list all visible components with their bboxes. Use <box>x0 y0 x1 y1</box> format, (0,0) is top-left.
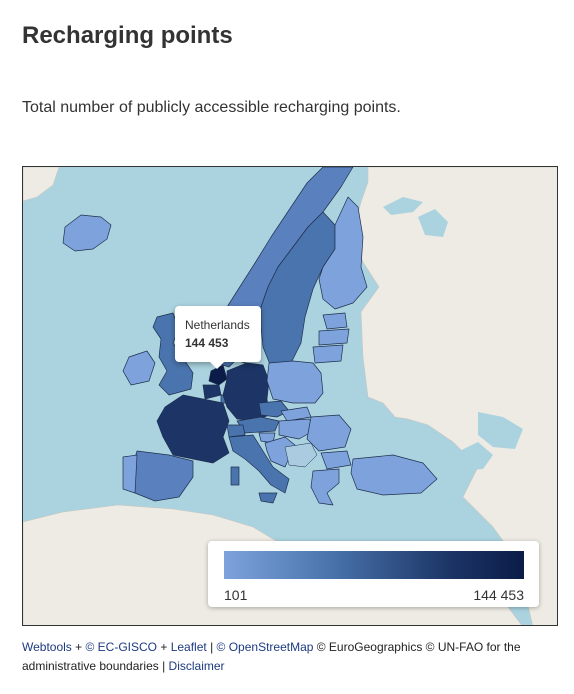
leaflet-link[interactable]: Leaflet <box>170 640 207 654</box>
attribution-separator: | <box>206 640 217 654</box>
balkans-region <box>284 442 318 468</box>
disclaimer-link[interactable]: Disclaimer <box>168 659 225 673</box>
country-ireland <box>122 350 156 386</box>
caspian-sea <box>478 412 523 449</box>
legend-min-label: 101 <box>224 587 248 603</box>
country-latvia <box>318 328 350 346</box>
country-france <box>156 394 230 464</box>
barents-coast <box>383 197 423 215</box>
page-title: Recharging points <box>22 22 233 49</box>
greenland-land <box>23 167 60 202</box>
country-greece <box>310 468 340 506</box>
country-italy <box>228 434 290 494</box>
inland-waters <box>383 197 523 471</box>
tooltip-country: Netherlands <box>185 318 250 332</box>
country-estonia <box>322 312 348 330</box>
balkans-other <box>284 442 318 468</box>
country-bulgaria <box>320 450 352 470</box>
country-italy-sicily <box>258 492 278 504</box>
page-description: Total number of publicly accessible rech… <box>22 99 401 116</box>
country-lithuania <box>312 344 344 364</box>
tooltip-value: 144 453 <box>185 336 229 350</box>
legend-max-label: 144 453 <box>473 587 524 603</box>
legend-color-scale <box>224 551 524 579</box>
map-attribution: Webtools + © EC-GISCO + Leaflet | © Open… <box>22 638 552 676</box>
attribution-text: © EuroGeographics © UN-FAO for the admin… <box>22 640 521 673</box>
country-finland <box>318 196 368 310</box>
webtools-link[interactable]: Webtools <box>22 640 72 654</box>
country-turkey <box>350 454 438 496</box>
tooltip-arrow <box>210 362 224 369</box>
country-portugal <box>122 454 138 494</box>
attribution-plus-1: + <box>71 640 86 654</box>
country-poland <box>266 360 324 404</box>
country-romania <box>306 414 352 452</box>
openstreetmap-link[interactable]: © OpenStreetMap <box>216 640 314 654</box>
map-legend: 101 144 453 <box>208 541 539 607</box>
map-tooltip: Netherlands 144 453 <box>175 306 261 362</box>
white-sea <box>418 209 448 237</box>
country-iceland <box>62 214 112 252</box>
country-switzerland <box>226 424 246 438</box>
attribution-plus-2: + <box>157 640 171 654</box>
country-italy-sardinia <box>230 466 240 486</box>
ec-gisco-link[interactable]: © EC-GISCO <box>85 640 158 654</box>
black-sea-east <box>443 442 493 471</box>
country-croatia <box>264 436 296 468</box>
